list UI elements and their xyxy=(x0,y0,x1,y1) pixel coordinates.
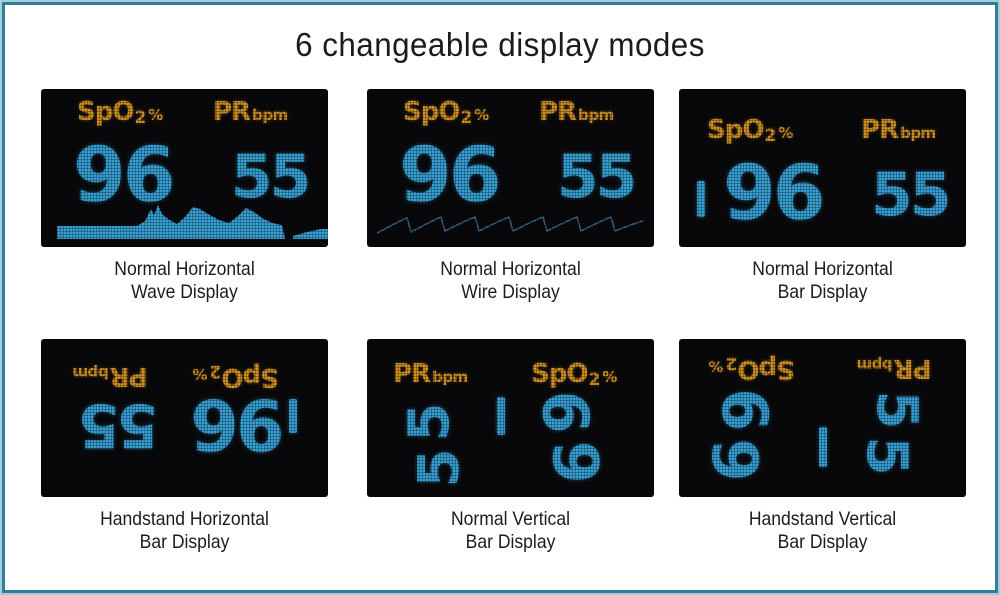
spo2-label: SpO2% xyxy=(707,115,793,146)
pr-value: 55 xyxy=(231,142,311,212)
spo2-label: SpO2% xyxy=(403,97,489,128)
pr-label: PR bpm xyxy=(539,97,614,127)
pr-label: PR bpm xyxy=(393,359,468,389)
panel-caption: Handstand Horizontal Bar Display xyxy=(100,508,269,553)
panel-normal-horizontal-bar: SpO2% PR bpm 96 55 Normal Horizontal Bar … xyxy=(679,89,966,304)
pr-value-rotated: 5 5 xyxy=(397,402,472,488)
pr-value-upside-down: 55 xyxy=(81,390,159,460)
pr-value: 55 xyxy=(871,160,951,230)
pulse-bar-indicator xyxy=(697,181,705,217)
spo2-value: 96 xyxy=(73,130,176,219)
pr-label-upside-down: PRbpm xyxy=(857,353,932,383)
spo2-label: SpO2% xyxy=(77,97,163,128)
panel-normal-horizontal-wire: SpO2% PR bpm 96 55 Normal Horizontal Wire… xyxy=(367,89,654,304)
spo2-label: SpO2% xyxy=(531,359,617,390)
oled-screen: SpO2% PR bpm 96 55 xyxy=(367,89,654,247)
panel-caption: Normal Horizontal Wire Display xyxy=(440,258,581,303)
panel-caption: Handstand Vertical Bar Display xyxy=(748,508,897,553)
pr-value-rotated: 5 5 xyxy=(854,390,929,476)
pr-value: 55 xyxy=(557,142,637,212)
spo2-value: 96 xyxy=(723,148,826,237)
oled-screen: SpO2% PRbpm 6 9 5 5 xyxy=(679,339,966,497)
pr-label: PR bpm xyxy=(213,97,288,127)
poster-title: 6 changeable display modes xyxy=(295,26,705,63)
panel-caption: Normal Horizontal Wave Display xyxy=(114,258,255,303)
pr-label: PR bpm xyxy=(861,115,936,145)
pleth-wave-graphic xyxy=(57,205,328,239)
panel-normal-horizontal-wave: SpO2% PR bpm 96 55 Normal Horizontal Wave… xyxy=(41,89,328,304)
oled-screen: SpO2% PR bpm 96 55 xyxy=(679,89,966,247)
pulse-bar-indicator xyxy=(289,399,297,433)
panel-normal-vertical-bar: PR bpm SpO2% 5 5 9 6 Normal Vertical Bar … xyxy=(367,339,654,554)
pleth-wire-graphic xyxy=(376,215,644,234)
oled-screen: SpO2% PR bpm 96 55 xyxy=(41,89,328,247)
oled-screen: PR bpm SpO2% 5 5 9 6 xyxy=(367,339,654,497)
spo2-value: 96 xyxy=(399,130,502,219)
panel-caption: Normal Horizontal Bar Display xyxy=(752,258,893,303)
panel-handstand-horizontal-bar: PRbpm SpO2% 55 96 Handstand Horizontal B… xyxy=(41,339,328,554)
spo2-label-upside-down: SpO2% xyxy=(709,353,795,384)
spo2-value-upside-down: 96 xyxy=(193,383,285,465)
spo2-value-rotated: 6 9 xyxy=(698,388,781,482)
oled-screen: PRbpm SpO2% 55 96 xyxy=(41,339,328,497)
pulse-bar-indicator xyxy=(497,397,505,435)
pr-label-upside-down: PRbpm xyxy=(73,361,148,391)
panel-caption: Normal Vertical Bar Display xyxy=(451,508,570,553)
pulse-bar-indicator xyxy=(819,427,827,467)
panel-handstand-vertical-bar: SpO2% PRbpm 6 9 5 5 Handstand Vertical B… xyxy=(679,339,966,554)
spo2-value-rotated: 9 6 xyxy=(531,390,614,484)
